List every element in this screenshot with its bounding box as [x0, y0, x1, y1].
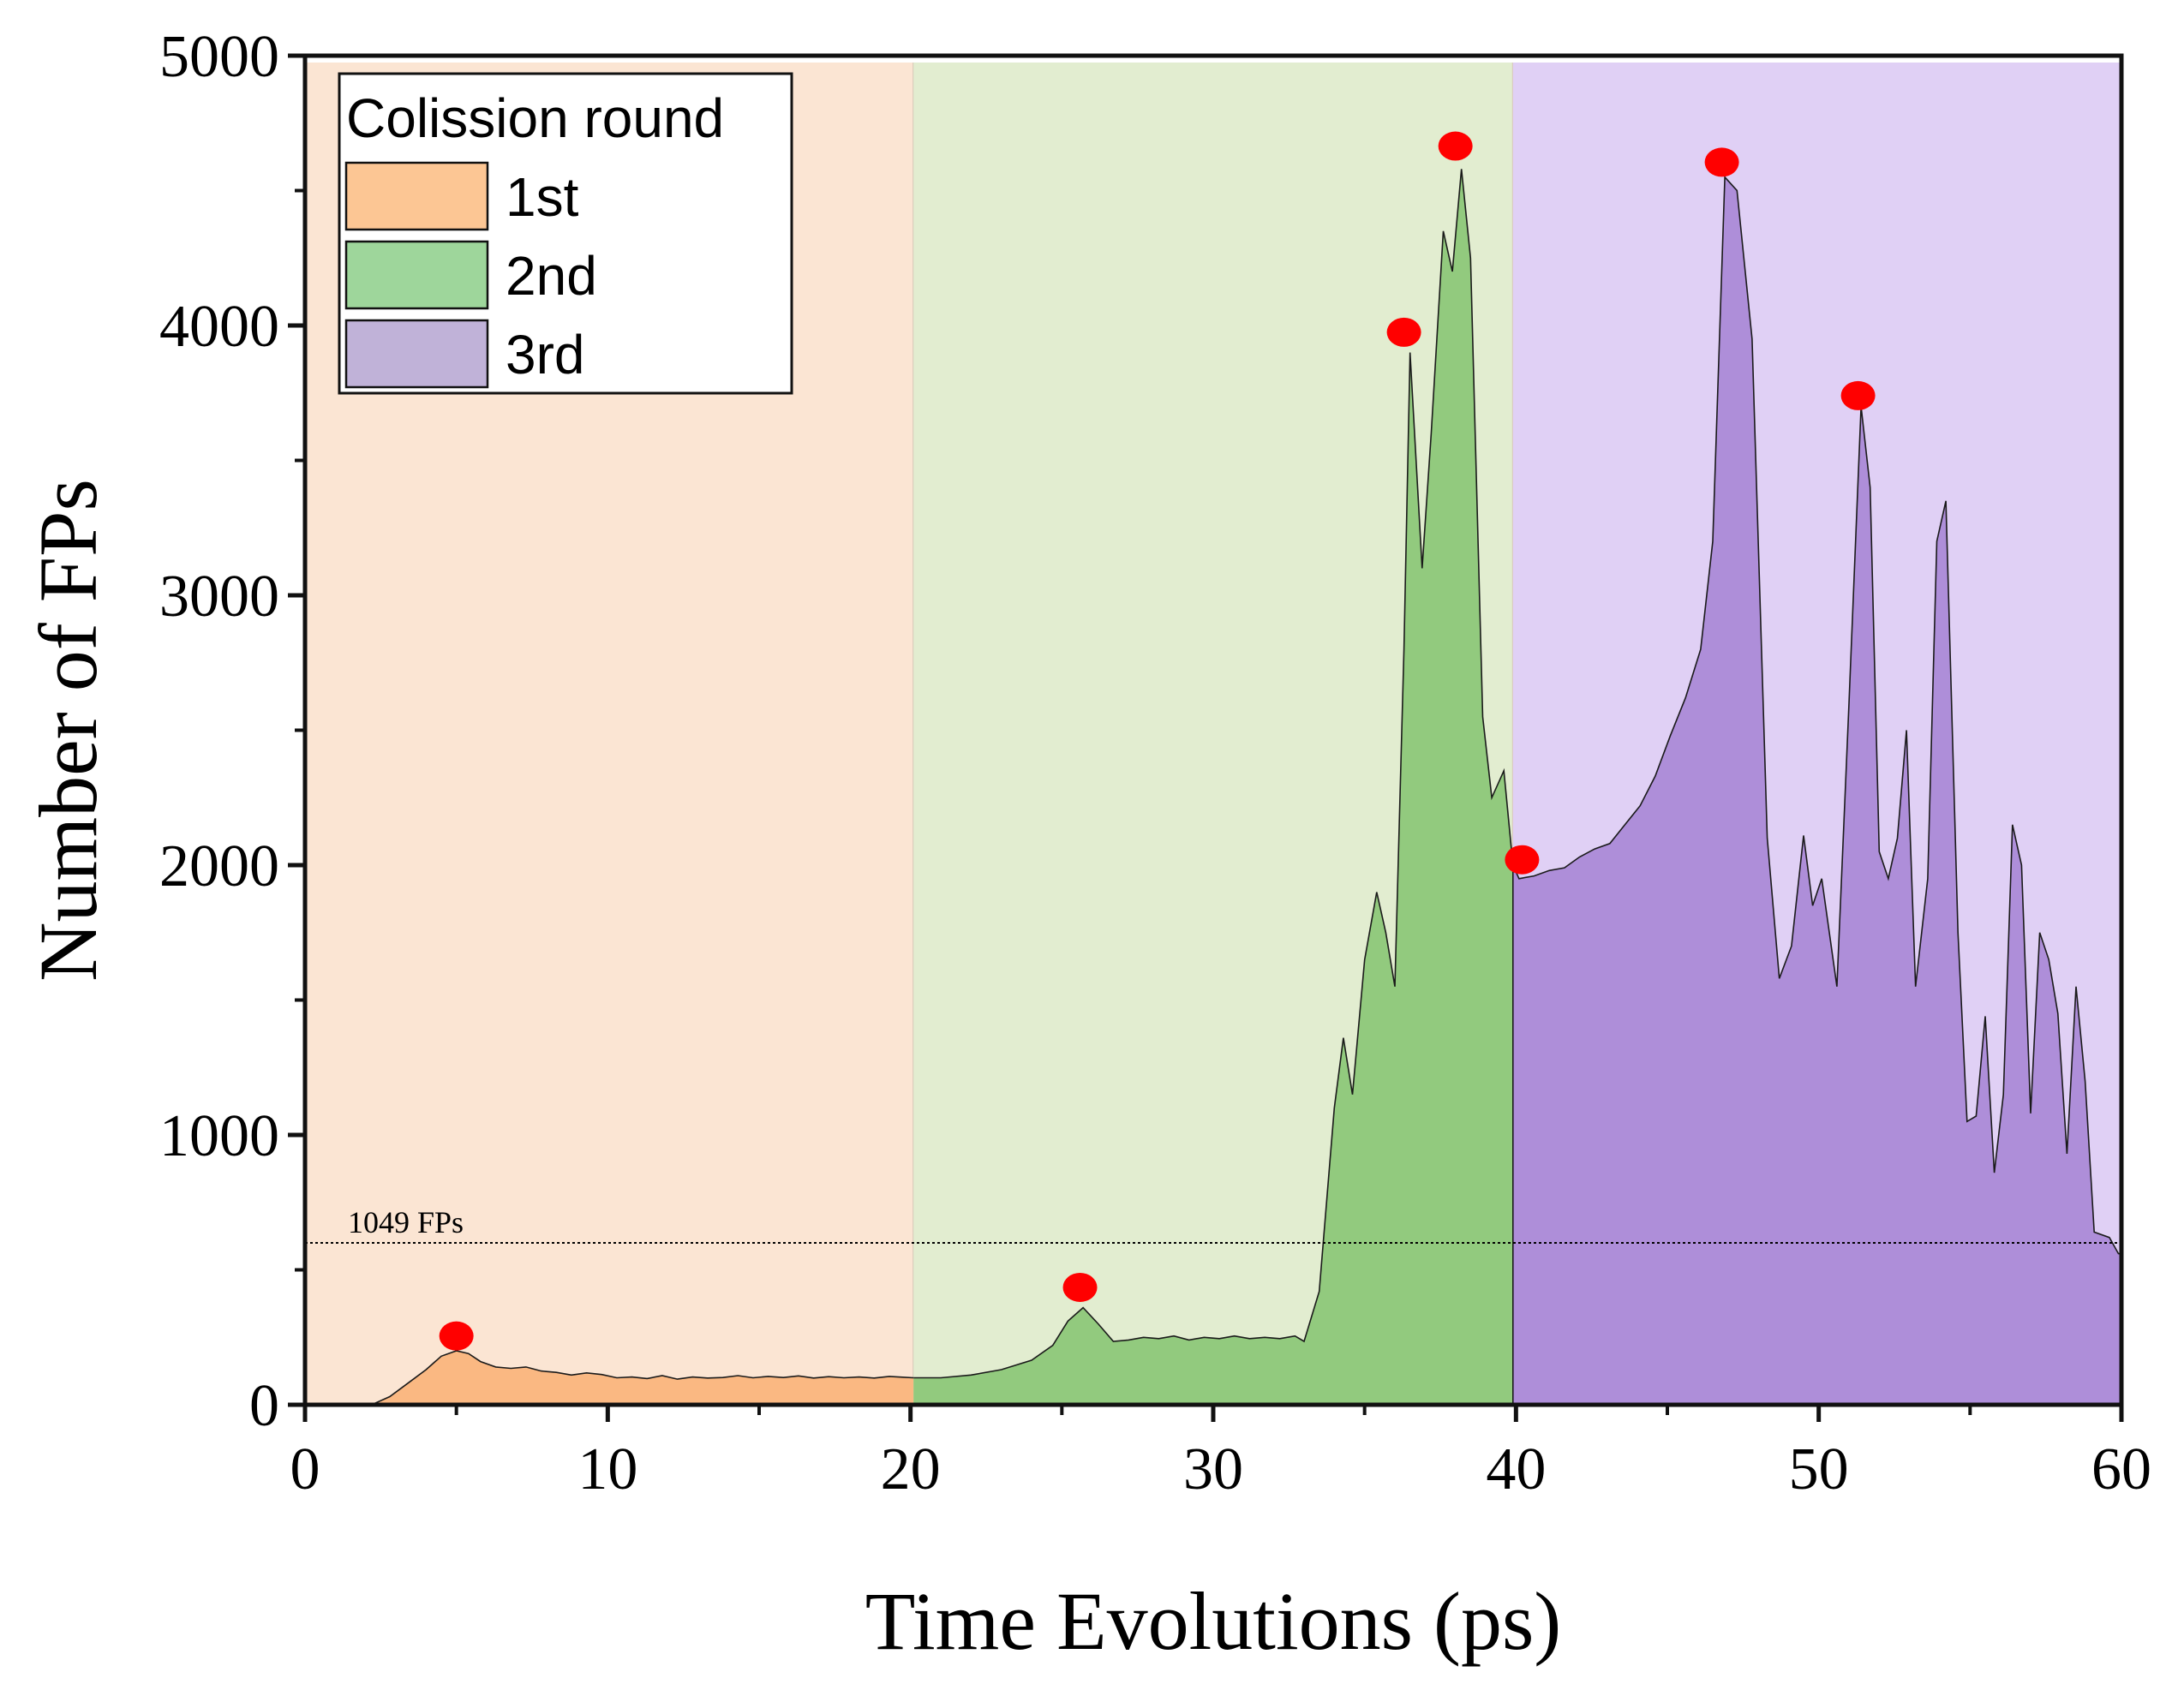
area-2nd: [913, 169, 1513, 1405]
line-1st: [305, 1350, 914, 1406]
y-tick-label: 5000: [159, 24, 279, 90]
legend-label-3rd: 3rd: [506, 324, 585, 385]
peak-marker-4: [1438, 131, 1473, 161]
y-tick-label: 2000: [159, 833, 279, 899]
peak-marker-6: [1704, 147, 1739, 177]
x-tick-label: 0: [290, 1436, 320, 1502]
legend-label-2nd: 2nd: [506, 245, 597, 307]
reference-line-layer: 1049 FPs: [305, 1205, 2121, 1244]
y-axis-title: Number of FPs: [22, 479, 114, 982]
legend: Colission round 1st 2nd 3rd: [338, 72, 793, 395]
peak-marker-5: [1505, 845, 1540, 875]
y-tick-label: 4000: [159, 294, 279, 360]
line-3rd: [1512, 175, 2121, 1255]
area-1st: [305, 1351, 914, 1405]
legend-swatch-1st: [344, 161, 489, 231]
legend-swatch-3rd: [344, 319, 489, 389]
peak-marker-3: [1386, 317, 1421, 347]
x-tick-label: 20: [881, 1436, 941, 1502]
peak-markers: [439, 131, 1876, 1351]
x-tick-label: 10: [577, 1436, 637, 1502]
x-tick-label: 40: [1486, 1436, 1546, 1502]
x-tick-label: 30: [1183, 1436, 1243, 1502]
x-tick-label: 50: [1789, 1436, 1849, 1502]
legend-label-1st: 1st: [506, 166, 579, 228]
reference-line-label: 1049 FPs: [348, 1205, 464, 1239]
legend-title: Colission round: [346, 87, 724, 149]
line-2nd: [913, 169, 1514, 1379]
x-axis-ticks: 0 10 20 30 40 50 60: [290, 1405, 2151, 1502]
y-tick-label: 3000: [159, 564, 279, 630]
peak-marker-2: [1062, 1272, 1098, 1302]
area-3rd: [1512, 176, 2121, 1405]
x-axis-title: Time Evolutions (ps): [865, 1575, 1562, 1667]
area-series: [305, 169, 2121, 1406]
y-axis-ticks: 0 1000 2000 3000 4000 5000: [159, 24, 305, 1439]
x-tick-label: 60: [2091, 1436, 2151, 1502]
y-tick-label: 0: [249, 1373, 279, 1439]
peak-marker-1: [439, 1321, 474, 1351]
y-tick-label: 1000: [159, 1103, 279, 1169]
legend-swatch-2nd: [344, 240, 489, 310]
peak-marker-7: [1840, 380, 1876, 410]
